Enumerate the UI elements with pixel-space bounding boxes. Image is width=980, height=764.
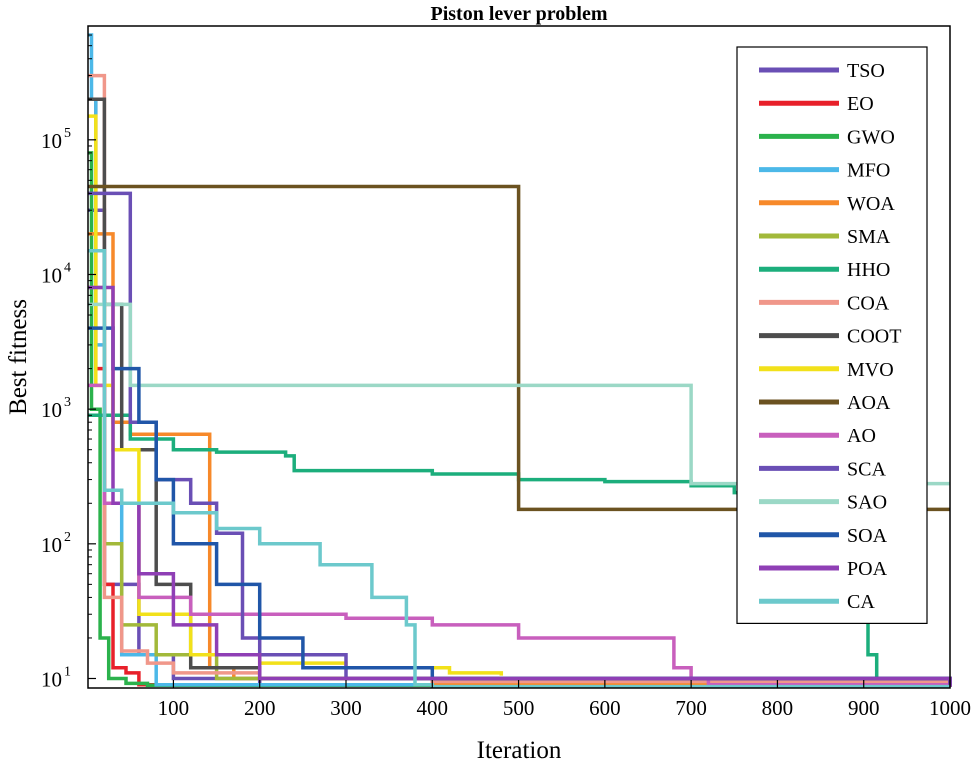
x-tick-label: 600 (589, 696, 621, 720)
y-tick-label-exponent: 4 (64, 260, 71, 275)
legend-label: CA (847, 591, 875, 613)
series-line-soa (88, 326, 952, 685)
legend-label: COOT (847, 326, 901, 348)
y-tick-label-exponent: 2 (64, 530, 71, 545)
legend-label: SMA (847, 226, 891, 248)
x-axis: 100 200 300 400 500 600 700 800 900 1000 (158, 680, 971, 720)
legend-label: SOA (847, 525, 888, 547)
x-tick-label: 100 (158, 696, 190, 720)
y-tick-label-exponent: 1 (64, 664, 71, 679)
legend-label: TSO (847, 60, 885, 82)
y-axis-label: Best fitness (5, 299, 32, 415)
x-tick-label: 900 (848, 696, 880, 720)
y-tick-label-exponent: 5 (64, 126, 71, 141)
legend-label: EO (847, 93, 874, 115)
x-tick-label: 1000 (929, 696, 971, 720)
y-tick-label-base: 10 (41, 398, 62, 422)
legend-label: SAO (847, 492, 887, 514)
y-tick-label-base: 10 (41, 263, 62, 287)
series-line-ca (88, 249, 950, 689)
x-tick-label: 700 (675, 696, 707, 720)
legend: TSO EO GWO MFO WOA SMA HHO COA COOT MVO AOA AO SCA SA… (736, 46, 928, 625)
legend-label: SCA (847, 458, 886, 480)
x-tick-label: 300 (330, 696, 362, 720)
legend-label: MFO (847, 160, 890, 182)
legend-label: COA (847, 292, 890, 314)
y-tick-label-exponent: 3 (64, 395, 71, 410)
series-line-aoa (88, 184, 950, 512)
legend-label: AOA (847, 392, 891, 414)
x-tick-label: 400 (417, 696, 449, 720)
y-tick-label-base: 10 (41, 667, 62, 691)
series-line-sao (88, 302, 950, 486)
x-axis-label: Iteration (477, 737, 562, 764)
x-tick-label: 500 (503, 696, 535, 720)
y-tick-label-base: 10 (41, 129, 62, 153)
series-line-poa (88, 285, 952, 687)
legend-label: MVO (847, 359, 894, 381)
y-tick-label-base: 10 (41, 533, 62, 557)
legend-label: GWO (847, 126, 895, 148)
series-line-mvo (88, 114, 504, 676)
legend-label: HHO (847, 259, 890, 281)
x-tick-label: 800 (762, 696, 794, 720)
legend-label: AO (847, 425, 876, 447)
legend-label: WOA (847, 193, 895, 215)
x-tick-label: 200 (244, 696, 276, 720)
legend-label: POA (847, 558, 888, 580)
chart-title: Piston lever problem (430, 3, 607, 25)
